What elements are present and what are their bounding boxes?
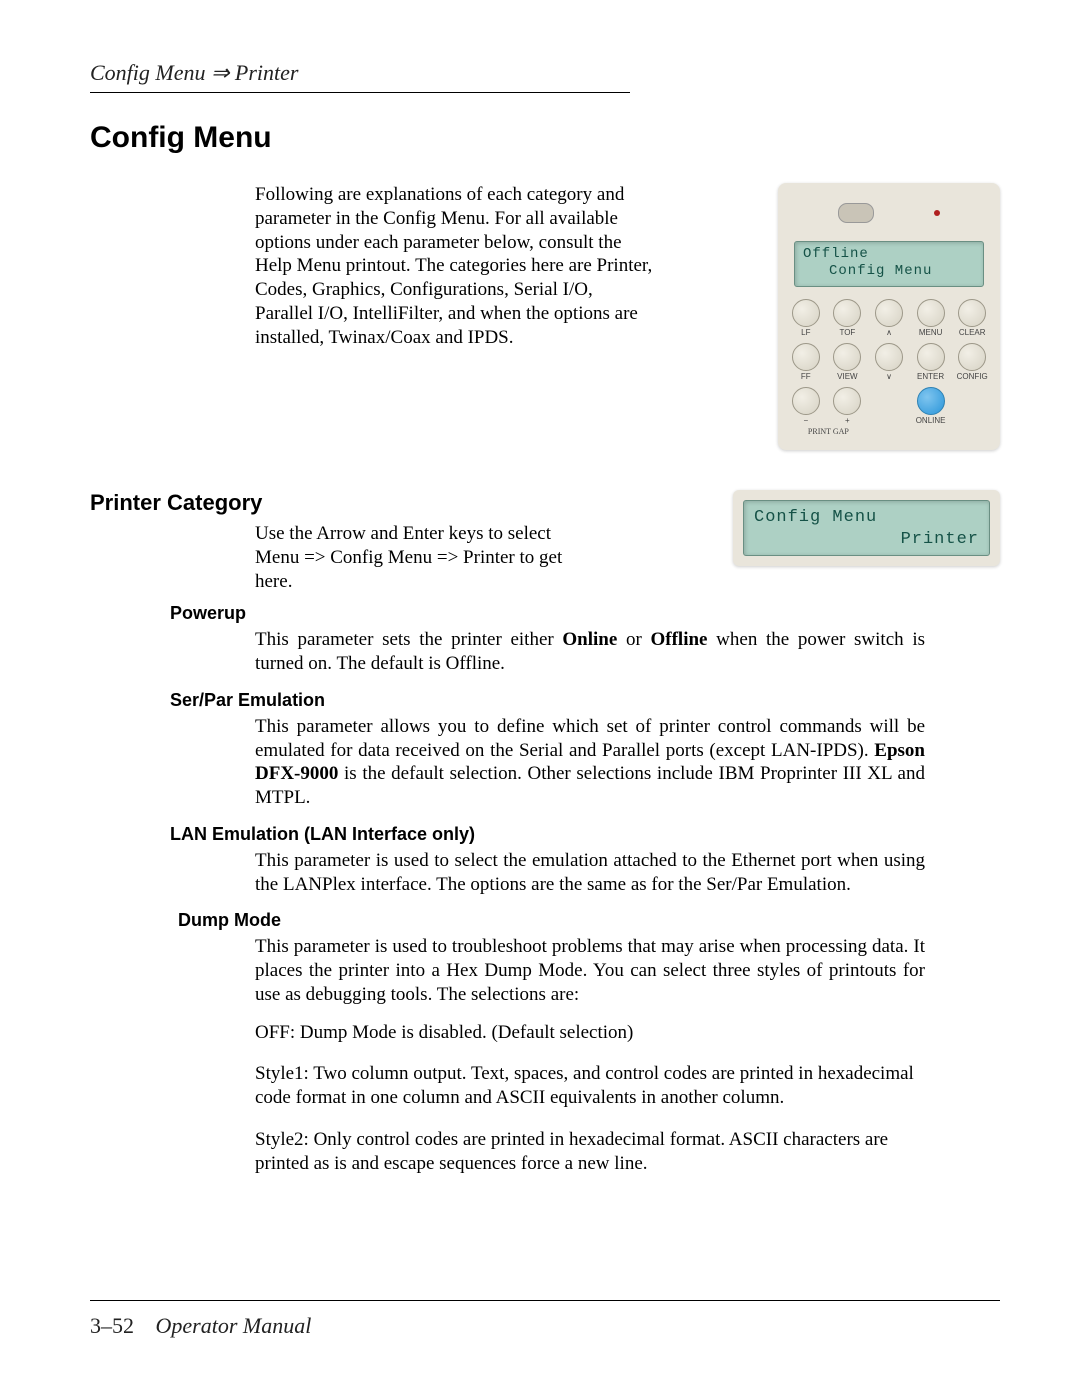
small-lcd-line1: Config Menu: [754, 507, 979, 529]
config-label: CONFIG: [957, 373, 988, 383]
down-label: ∨: [886, 373, 892, 383]
lcd-illustration-small: Config Menu Printer: [733, 490, 1000, 566]
manual-title: Operator Manual: [156, 1313, 312, 1338]
clear-button-icon: [958, 299, 986, 327]
powerup-body: This parameter sets the printer either O…: [255, 628, 925, 676]
lan-heading: LAN Emulation (LAN Interface only): [170, 824, 1000, 845]
dump-heading: Dump Mode: [178, 910, 1000, 931]
tof-label: TOF: [839, 329, 855, 339]
printer-category-intro: Use the Arrow and Enter keys to select M…: [255, 522, 575, 593]
lcd-line2: Config Menu: [803, 263, 975, 280]
lcd-display: Offline Config Menu: [794, 241, 984, 287]
page-footer: 3–52 Operator Manual: [90, 1300, 1000, 1339]
enter-button-icon: [917, 343, 945, 371]
up-button-icon: [875, 299, 903, 327]
panel-top-button-icon: [838, 203, 874, 223]
lan-body: This parameter is used to select the emu…: [255, 849, 925, 897]
dump-style1: Style1: Two column output. Text, spaces,…: [255, 1062, 925, 1110]
lcd-line1: Offline: [803, 246, 975, 263]
lf-label: LF: [801, 329, 810, 339]
serpar-body: This parameter allows you to define whic…: [255, 715, 925, 810]
page-number: 3–52: [90, 1313, 134, 1338]
online-label: ONLINE: [916, 417, 946, 427]
breadcrumb: Config Menu ⇒ Printer: [90, 60, 630, 93]
serpar-heading: Ser/Par Emulation: [170, 690, 1000, 711]
ff-button-icon: [792, 343, 820, 371]
menu-button-icon: [917, 299, 945, 327]
powerup-heading: Powerup: [170, 603, 1000, 624]
printgap-label: PRINT GAP: [788, 427, 869, 436]
control-panel-illustration: Offline Config Menu LF TOF ∧ MENU CLEAR …: [778, 183, 1000, 450]
down-button-icon: [875, 343, 903, 371]
up-label: ∧: [886, 329, 892, 339]
clear-label: CLEAR: [959, 329, 986, 339]
dump-off: OFF: Dump Mode is disabled. (Default sel…: [255, 1021, 925, 1045]
printer-category-heading: Printer Category: [90, 490, 713, 516]
online-button-icon: [917, 387, 945, 415]
plus-button-icon: [833, 387, 861, 415]
minus-button-icon: [792, 387, 820, 415]
dump-style2: Style2: Only control codes are printed i…: [255, 1128, 925, 1176]
dump-body: This parameter is used to troubleshoot p…: [255, 935, 925, 1006]
tof-button-icon: [833, 299, 861, 327]
intro-paragraph: Following are explanations of each categ…: [255, 183, 655, 349]
view-button-icon: [833, 343, 861, 371]
minus-label: −: [803, 417, 808, 427]
config-button-icon: [958, 343, 986, 371]
led-icon: [934, 210, 940, 216]
enter-label: ENTER: [917, 373, 944, 383]
view-label: VIEW: [837, 373, 857, 383]
lf-button-icon: [792, 299, 820, 327]
menu-label: MENU: [919, 329, 943, 339]
small-lcd-line2: Printer: [754, 529, 979, 551]
plus-label: +: [845, 417, 850, 427]
ff-label: FF: [801, 373, 811, 383]
page-title: Config Menu: [90, 121, 1000, 155]
